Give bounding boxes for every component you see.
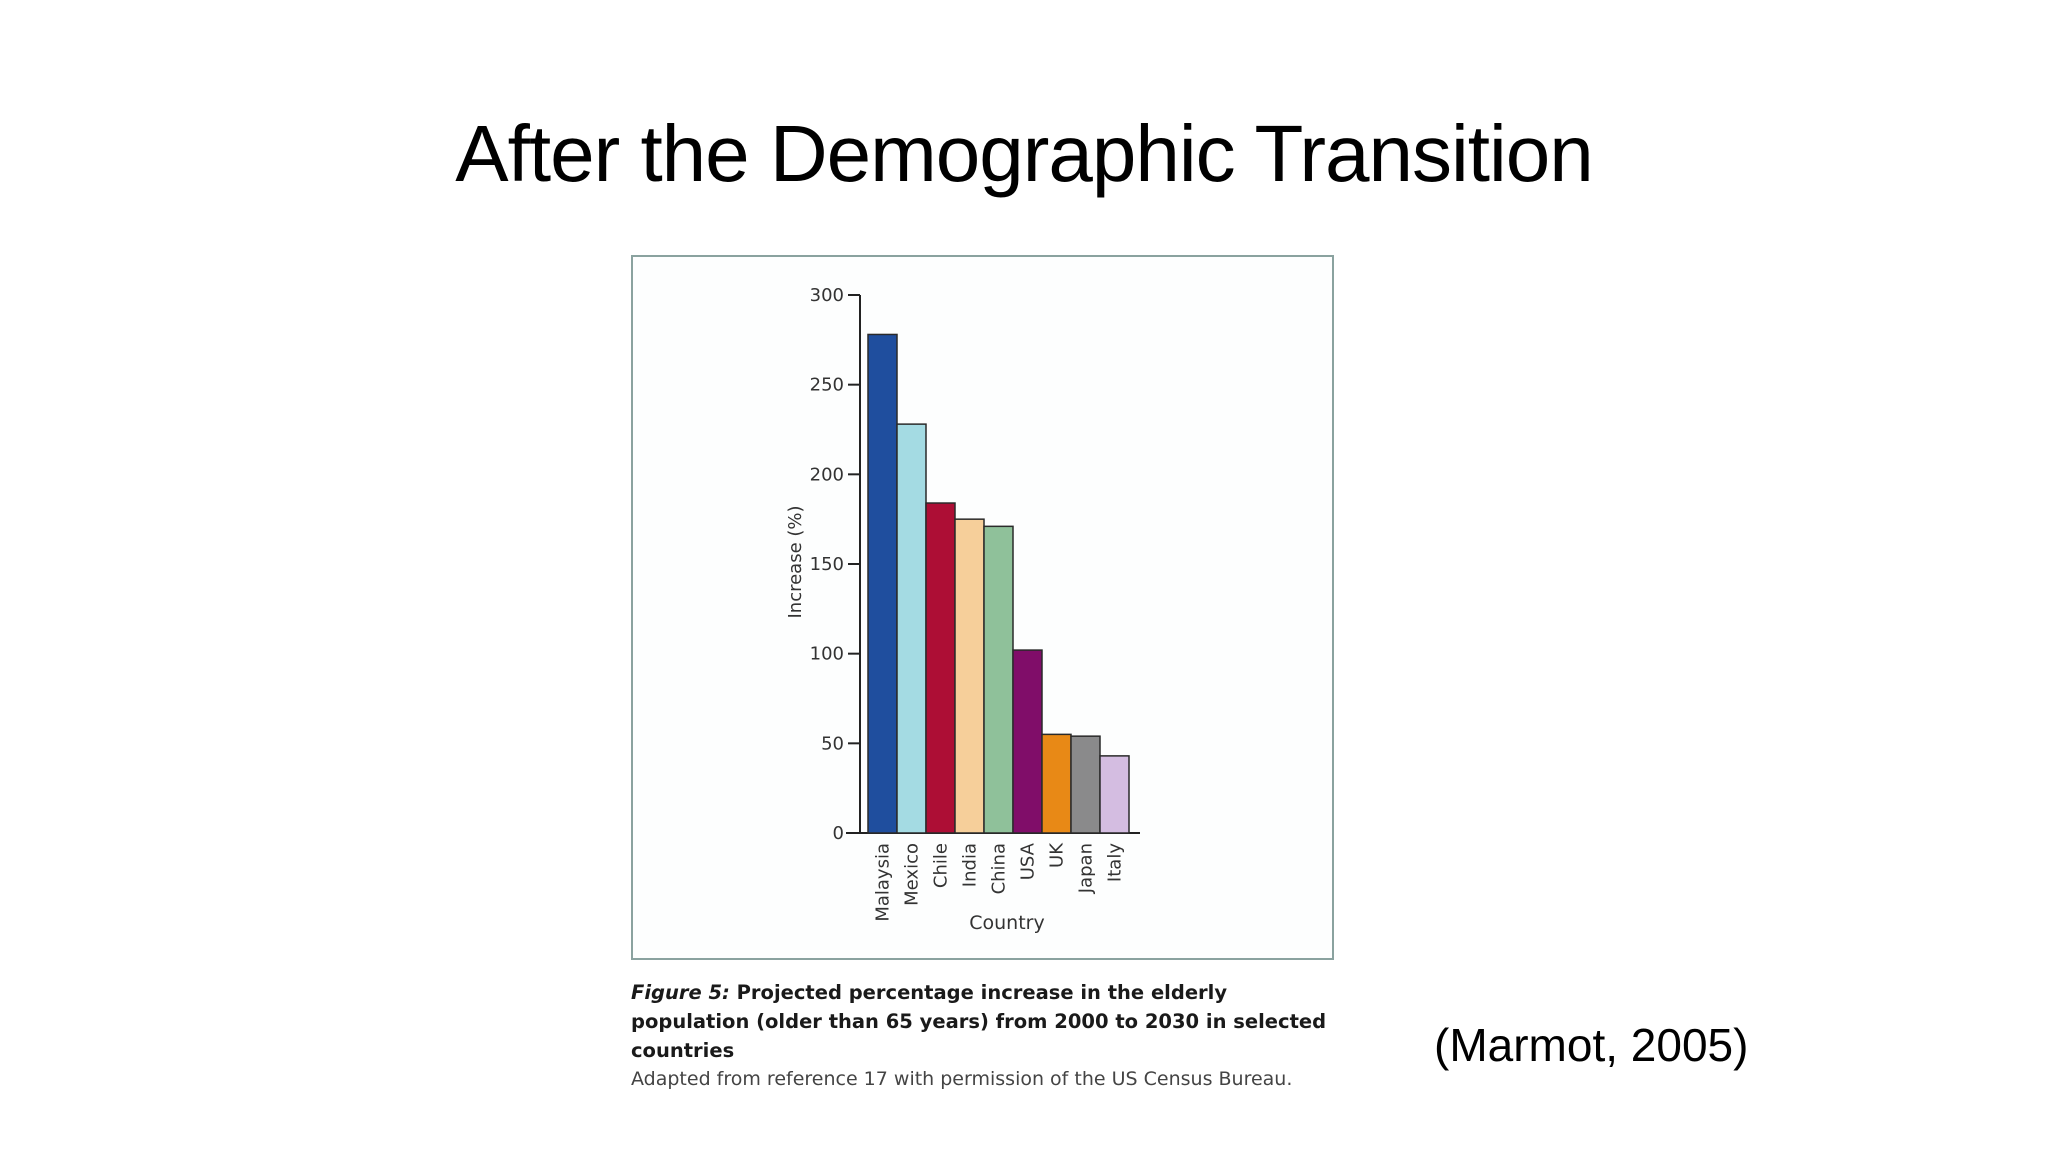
x-tick-label: China bbox=[989, 843, 1010, 894]
y-tick-label: 200 bbox=[810, 464, 844, 485]
x-tick-label: Malaysia bbox=[873, 843, 894, 922]
bar-usa bbox=[1012, 649, 1043, 834]
x-tick-label: Italy bbox=[1105, 843, 1126, 882]
y-axis-title: Increase (%) bbox=[785, 505, 806, 618]
bar-japan bbox=[1070, 735, 1101, 834]
figure-label: Figure 5: bbox=[631, 981, 730, 1004]
figure-caption: Figure 5: Projected percentage increase … bbox=[631, 978, 1351, 1094]
caption-title-text: Projected percentage increase in the eld… bbox=[631, 981, 1327, 1062]
figure-frame: 0 50 100 150 200 250 300 Malaysia Mexico Chile In… bbox=[631, 255, 1334, 960]
y-tick-label: 300 bbox=[810, 285, 844, 306]
x-tick-label: Japan bbox=[1076, 843, 1097, 894]
bar-india bbox=[954, 518, 985, 834]
y-tick-label: 0 bbox=[833, 823, 844, 844]
x-tick-label: UK bbox=[1047, 842, 1068, 868]
citation: (Marmot, 2005) bbox=[1434, 1019, 1749, 1071]
bar-chile bbox=[925, 502, 956, 834]
x-tick-label: India bbox=[960, 843, 981, 887]
x-tick-label: USA bbox=[1018, 842, 1039, 880]
bar-mexico bbox=[896, 423, 927, 834]
y-tick-label: 50 bbox=[821, 733, 844, 754]
y-tick-label: 150 bbox=[810, 554, 844, 575]
bar-china bbox=[983, 525, 1014, 834]
bar-malaysia bbox=[867, 333, 898, 834]
slide-title: After the Demographic Transition bbox=[455, 109, 1593, 198]
x-tick-label: Mexico bbox=[902, 843, 923, 906]
x-axis-labels: Malaysia Mexico Chile India China USA UK Japan I… bbox=[873, 842, 1126, 922]
bars bbox=[867, 333, 1130, 834]
bar-italy bbox=[1099, 755, 1130, 834]
bar-chart: 0 50 100 150 200 250 300 Malaysia Mexico Chile In… bbox=[785, 285, 1140, 934]
y-tick-label: 250 bbox=[810, 375, 844, 396]
x-tick-label: Chile bbox=[931, 843, 952, 888]
caption-title: Figure 5: Projected percentage increase … bbox=[631, 978, 1351, 1065]
caption-source: Adapted from reference 17 with permissio… bbox=[631, 1068, 1293, 1090]
bar-uk bbox=[1041, 733, 1072, 834]
x-axis-title: Country bbox=[969, 912, 1044, 934]
y-tick-label: 100 bbox=[810, 644, 844, 665]
